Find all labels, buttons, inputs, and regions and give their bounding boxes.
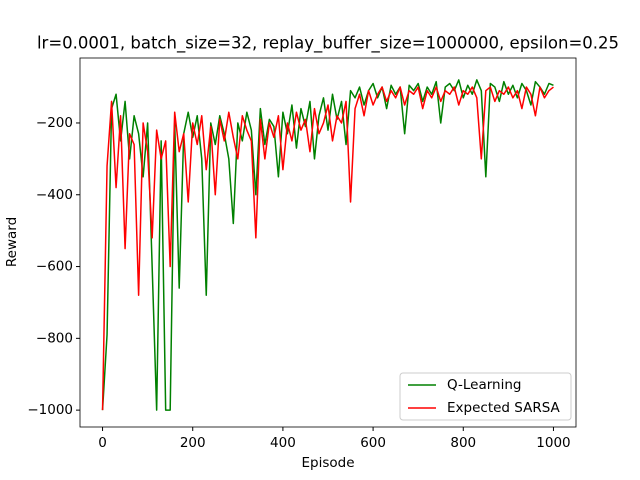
legend-label: Expected SARSA <box>447 400 561 416</box>
legend-label: Q-Learning <box>447 377 521 393</box>
chart-title: lr=0.0001, batch_size=32, replay_buffer_… <box>37 34 619 54</box>
x-tick-label: 600 <box>360 435 386 451</box>
x-axis-label: Episode <box>301 455 354 471</box>
series-line <box>101 86 554 411</box>
y-tick-label: −1000 <box>27 402 73 418</box>
y-tick-label: −400 <box>36 187 73 203</box>
y-axis-label: Reward <box>4 217 20 267</box>
series-line <box>101 79 554 411</box>
legend-box <box>399 372 572 421</box>
x-tick-label: 0 <box>98 435 107 451</box>
y-tick-label: −600 <box>36 259 73 275</box>
x-tick-label: 400 <box>270 435 296 451</box>
x-tick-label: 200 <box>180 435 206 451</box>
x-tick-label: 1000 <box>536 435 570 451</box>
x-tick-label: 800 <box>450 435 476 451</box>
y-tick-label: −800 <box>36 330 73 346</box>
y-tick-label: −200 <box>36 115 73 131</box>
axes-frame <box>79 57 577 428</box>
